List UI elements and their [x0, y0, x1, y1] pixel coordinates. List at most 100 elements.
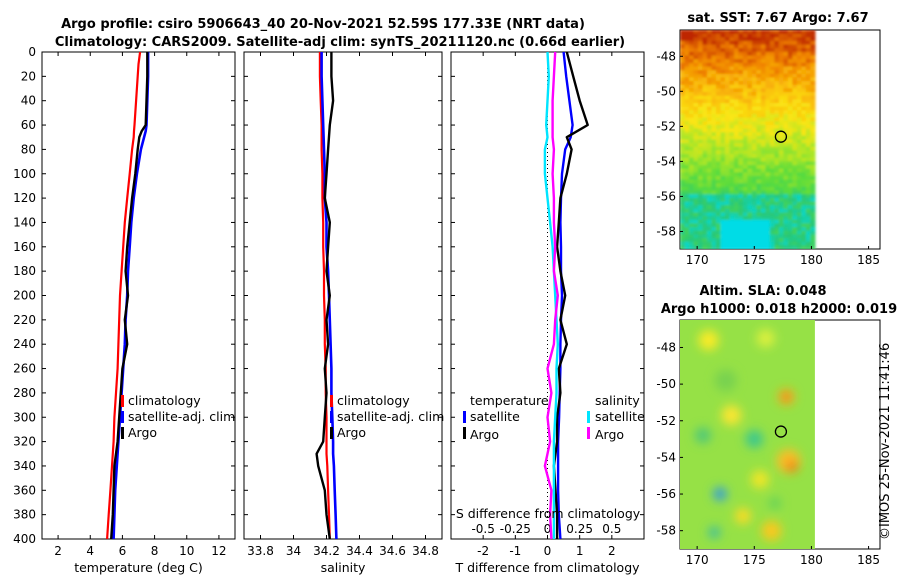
sst-cell	[796, 124, 802, 130]
sst-cell	[729, 99, 735, 104]
sst-cell	[697, 77, 704, 82]
sst-cell	[760, 150, 767, 155]
sst-cell	[805, 106, 811, 111]
sst-cell	[706, 161, 713, 166]
sst-cell	[751, 48, 758, 53]
sst-cell	[738, 179, 744, 184]
sst-cell	[783, 73, 789, 79]
sst-cell	[715, 194, 722, 199]
sst-cell	[680, 146, 686, 152]
sst-cell	[742, 81, 749, 86]
sst-cell	[702, 121, 708, 126]
sst-cell	[702, 48, 708, 53]
sst-cell	[715, 150, 722, 155]
sst-cell	[801, 212, 807, 217]
sst-cell	[680, 88, 686, 93]
sst-cell	[720, 81, 726, 86]
sst-cell	[774, 219, 780, 225]
s-diff-tick-label: 0.25	[566, 522, 593, 536]
sst-cell	[787, 223, 793, 228]
sst-cell	[756, 117, 762, 122]
sst-cell	[774, 55, 780, 60]
sst-cell	[747, 234, 753, 239]
sst-cell	[680, 165, 686, 170]
sst-cell	[805, 99, 811, 104]
sst-cell	[769, 183, 775, 188]
sst-cell	[715, 30, 722, 35]
sst-cell	[778, 73, 784, 79]
sst-cell	[774, 66, 780, 71]
sst-cell	[684, 117, 690, 122]
sst-cell	[724, 172, 731, 177]
sst-cell	[783, 33, 789, 38]
legend-swatch-climatology	[330, 395, 333, 407]
sst-cell	[765, 223, 771, 228]
sst-cell	[760, 168, 767, 173]
sst-cell	[684, 146, 690, 152]
sst-cell	[729, 139, 735, 144]
sst-cell	[805, 95, 811, 100]
sst-cell	[697, 154, 704, 159]
sst-cell	[774, 212, 780, 217]
sst-cell	[684, 48, 690, 53]
sst-cell	[778, 172, 784, 177]
sst-cell	[706, 103, 713, 108]
sla-blob	[717, 491, 723, 497]
sst-cell	[702, 81, 708, 86]
sst-cell	[760, 84, 767, 89]
sst-cell	[697, 99, 704, 104]
sst-cell	[680, 234, 686, 239]
sst-cell	[720, 179, 726, 184]
sst-cell	[751, 238, 758, 243]
sst-cell	[733, 66, 740, 71]
sst-cell	[742, 124, 749, 130]
sst-cell	[760, 110, 767, 115]
sst-cell	[774, 241, 780, 246]
sst-cell	[774, 48, 780, 53]
sst-cell	[733, 201, 740, 206]
sst-cell	[769, 77, 775, 82]
sst-cell	[680, 117, 686, 122]
sst-cell	[805, 124, 811, 130]
sst-cell	[769, 201, 775, 206]
sst-cell	[751, 81, 758, 86]
sst-cell	[792, 201, 798, 206]
sst-cell	[801, 146, 807, 152]
sst-cell	[711, 88, 717, 93]
sst-cell	[805, 103, 811, 108]
map-x-tick-label: 180	[800, 553, 823, 567]
sst-cell	[706, 146, 713, 152]
sst-cell	[684, 62, 690, 68]
sst-cell	[774, 150, 780, 155]
sst-cell	[693, 227, 699, 232]
sst-cell	[720, 161, 726, 166]
sst-cell	[693, 84, 699, 89]
temperature-legend: climatology satellite-adj. clim Argo	[121, 393, 235, 440]
sst-cell	[774, 230, 780, 235]
sst-cell	[720, 157, 726, 162]
sst-cell	[801, 51, 807, 57]
sst-cell	[688, 241, 695, 246]
sst-cell	[697, 40, 704, 46]
series-line-t-argo	[552, 51, 589, 539]
sst-cell	[805, 168, 811, 173]
sst-cell	[792, 37, 798, 42]
sst-cell	[778, 70, 784, 75]
sst-map-axes: 170 175 180 185-48-50-52-54-56-58	[656, 49, 880, 267]
sst-cell	[729, 88, 735, 93]
sst-cell	[688, 37, 695, 42]
sst-cell	[787, 238, 793, 243]
sst-cell	[783, 223, 789, 228]
sst-cell	[787, 227, 793, 232]
sst-cell	[801, 117, 807, 122]
sst-cell	[742, 66, 749, 71]
sst-cell	[733, 183, 740, 188]
sst-cell	[706, 194, 713, 199]
y-tick-label: 120	[13, 191, 36, 205]
sst-cell	[724, 55, 731, 60]
sst-cell	[796, 55, 802, 60]
sst-cell	[769, 88, 775, 93]
sst-cell	[702, 150, 708, 155]
sst-cell	[769, 113, 775, 119]
sst-cell	[742, 135, 749, 141]
